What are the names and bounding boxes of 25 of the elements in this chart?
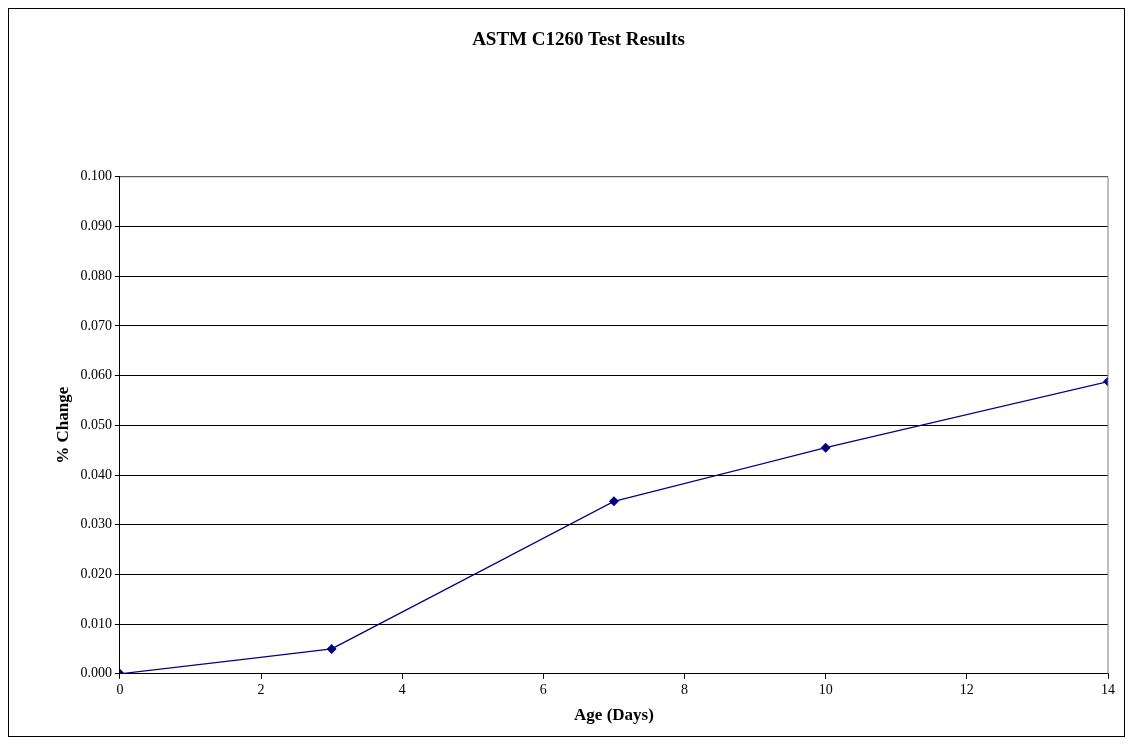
y-tick-label: 0.040 <box>80 466 112 482</box>
y-axis-title: % Change <box>52 386 72 464</box>
y-tick-label: 0.020 <box>80 566 112 582</box>
x-tick-label: 4 <box>398 681 406 697</box>
chart-title: ASTM C1260 Test Results <box>472 28 685 50</box>
point <box>820 442 831 453</box>
y-tick-label: 0.070 <box>80 317 112 333</box>
y-tick-label: 0.000 <box>80 665 112 681</box>
point <box>608 496 619 507</box>
x-tick-label: 6 <box>539 681 547 697</box>
x-tick-label: 10 <box>818 681 833 697</box>
y-tick-label: 0.060 <box>80 367 112 383</box>
x-tick-label: 8 <box>681 681 689 697</box>
x-tick-label: 12 <box>959 681 974 697</box>
x-tick-label: 14 <box>1101 681 1115 697</box>
y-tick-label: 0.050 <box>80 416 112 432</box>
x-axis-title: Age (Days) <box>574 705 654 725</box>
y-tick-label: 0.010 <box>80 615 112 631</box>
point <box>326 643 337 654</box>
y-tick-label: 0.100 <box>80 168 112 184</box>
y-tick-label: 0.080 <box>80 267 112 283</box>
x-tick-label: 0 <box>116 681 124 697</box>
y-tick-label: 0.030 <box>80 516 112 532</box>
x-tick-label: 2 <box>257 681 265 697</box>
y-tick-label: 0.090 <box>80 218 112 234</box>
